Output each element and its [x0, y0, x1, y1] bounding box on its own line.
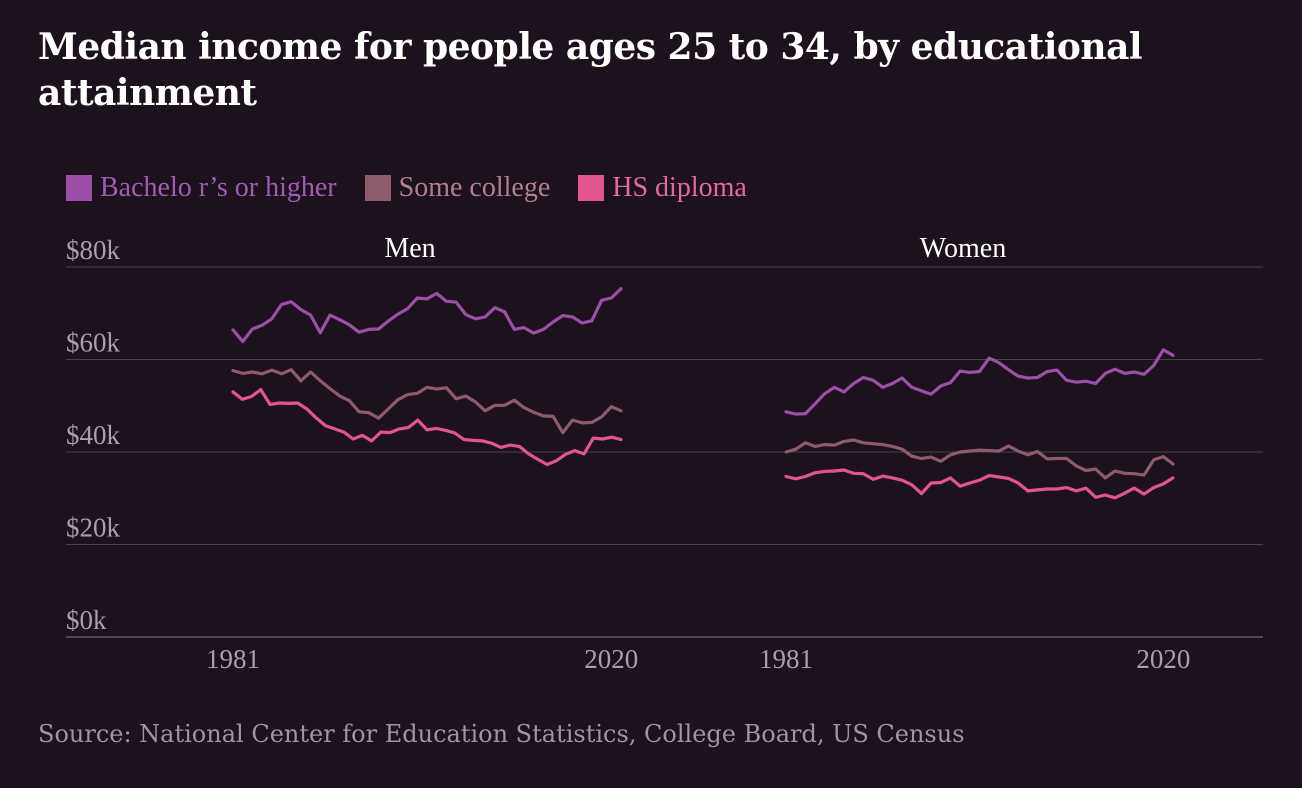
legend-item-bachelors: Bachelo r’s or higher [66, 172, 337, 204]
source-note: Source: National Center for Education St… [38, 720, 965, 748]
series-line-women-some-college [784, 438, 1175, 480]
series-line-women-hs-diploma [784, 468, 1175, 500]
y-tick-label: $0k [66, 605, 107, 635]
legend-label-some-college: Some college [398, 172, 551, 203]
series-line-men-hs-diploma [231, 388, 623, 467]
y-tick-label: $60k [66, 328, 121, 358]
legend-swatch-hs-diploma [578, 175, 605, 201]
legend-swatch-some-college [364, 175, 391, 201]
y-tick-label: $40k [66, 420, 121, 450]
legend-item-hs-diploma: HS diploma [578, 172, 747, 204]
legend-label-bachelors: Bachelo r’s or higher [100, 172, 337, 203]
legend-label-hs-diploma: HS diploma [612, 172, 747, 203]
x-tick-label: 2020 [1136, 644, 1190, 674]
series-line-men-bachelors [231, 287, 623, 344]
panel-title-women: Women [920, 233, 1006, 264]
panel-title-men: Men [384, 233, 435, 264]
x-tick-label: 2020 [584, 644, 638, 674]
legend-item-some-college: Some college [364, 172, 551, 204]
series-line-men-some-college [231, 368, 623, 435]
y-tick-label: $20k [66, 513, 121, 543]
chart-title: Median income for people ages 25 to 34, … [38, 26, 1143, 114]
y-tick-label: $80k [66, 235, 121, 265]
legend-swatch-bachelors [66, 175, 92, 201]
x-tick-label: 1981 [759, 644, 813, 674]
x-tick-label: 1981 [206, 644, 260, 674]
series-line-women-bachelors [784, 348, 1175, 416]
legend: Bachelo r’s or higher Some college HS di… [66, 172, 747, 204]
